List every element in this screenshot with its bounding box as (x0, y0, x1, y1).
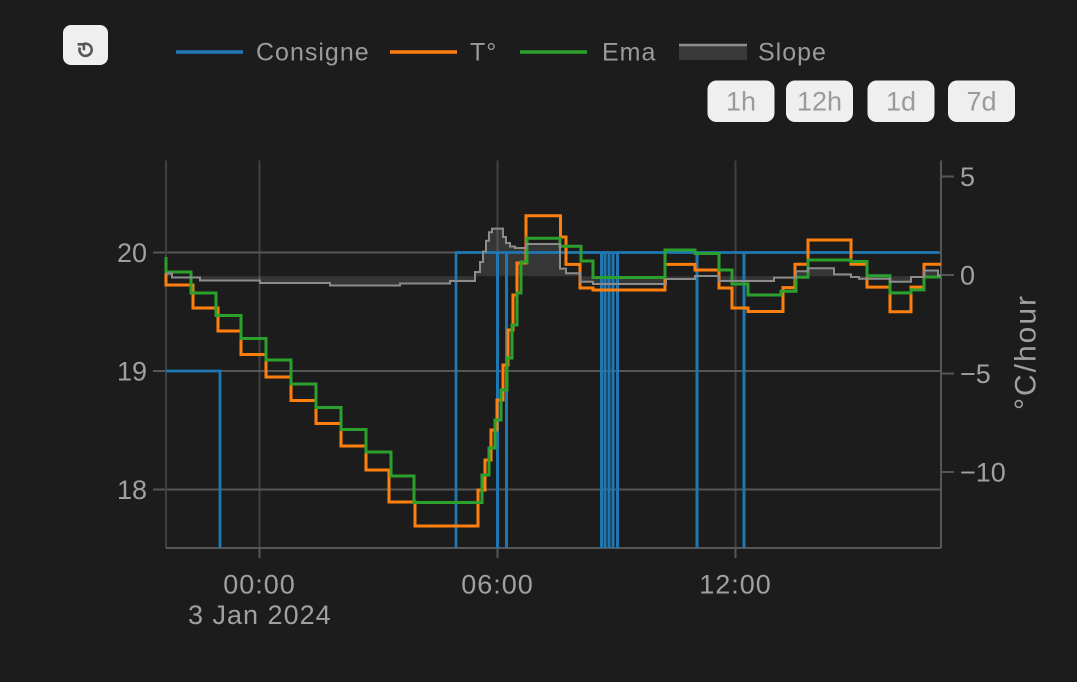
svg-text:20: 20 (117, 238, 147, 268)
svg-text:0: 0 (960, 261, 975, 291)
svg-text:7d: 7d (966, 87, 996, 117)
svg-text:3 Jan 2024: 3 Jan 2024 (188, 600, 332, 630)
svg-text:Ema: Ema (602, 39, 656, 67)
svg-text:12:00: 12:00 (699, 570, 772, 600)
svg-text:5: 5 (960, 162, 975, 192)
svg-text:Consigne: Consigne (256, 39, 370, 67)
svg-text:−5: −5 (960, 359, 991, 389)
svg-text:00:00: 00:00 (223, 570, 296, 600)
svg-text:°C/hour: °C/hour (1010, 294, 1043, 410)
svg-text:19: 19 (117, 357, 147, 387)
svg-text:12h: 12h (797, 87, 842, 117)
svg-text:Slope: Slope (758, 39, 827, 67)
svg-text:1d: 1d (886, 87, 916, 117)
svg-text:−10: −10 (960, 458, 1006, 488)
svg-text:06:00: 06:00 (461, 570, 534, 600)
svg-text:T°: T° (470, 39, 497, 67)
svg-text:1h: 1h (726, 87, 756, 117)
svg-text:18: 18 (117, 475, 147, 505)
